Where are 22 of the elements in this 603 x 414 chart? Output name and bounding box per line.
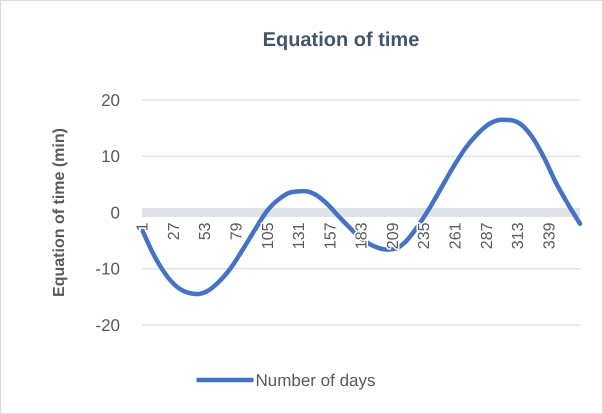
x-tick-label: 261 [447,222,464,250]
x-tick-label: 287 [478,222,496,250]
x-tick-label: 27 [166,222,183,240]
x-tick-label: 339 [541,222,558,250]
x-tick-label: 79 [228,222,246,240]
x-tick-label: 209 [384,222,402,250]
x-tick-label: 53 [197,222,214,240]
y-tick-label: -10 [95,260,120,279]
y-tick-label: 10 [101,147,120,166]
x-tick-label: 105 [260,222,277,250]
y-tick-label: 20 [101,90,120,110]
x-tick-label: 157 [322,222,340,250]
x-tick-label: 183 [354,222,371,250]
x-tick-label: 131 [291,222,308,250]
y-tick-label: -20 [95,316,120,335]
x-tick-label: 1 [134,222,152,232]
x-tick-label: 313 [510,222,528,250]
x-tick-label: 235 [416,222,434,250]
legend-label: Number of days [256,370,376,390]
y-axis-title: Equation of time (min) [51,128,68,297]
y-tick-label: 0 [110,203,120,222]
chart-title: Equation of time [262,29,420,51]
